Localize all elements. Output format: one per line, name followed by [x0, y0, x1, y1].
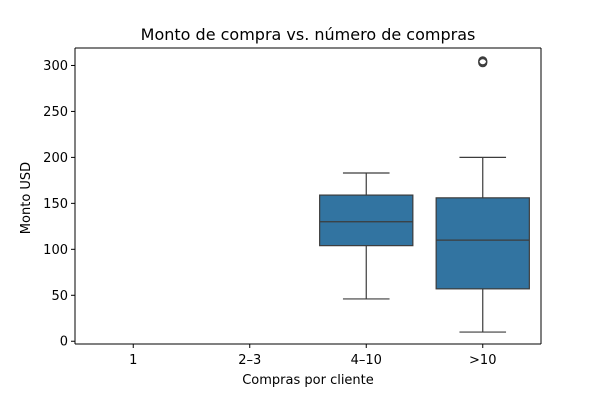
y-tick-label: 250 [43, 105, 68, 120]
y-tick-label: 150 [43, 197, 68, 212]
y-tick-label: 0 [60, 335, 68, 350]
chart-title: Monto de compra vs. número de compras [141, 25, 476, 44]
y-tick-label: 300 [43, 59, 68, 74]
y-tick-label: 200 [43, 151, 68, 166]
outlier-point [478, 56, 488, 66]
x-tick-label: 4–10 [351, 353, 382, 368]
x-tick-label: >10 [469, 353, 496, 368]
box-iqr [319, 194, 414, 247]
plot-area: 0 50 100 150 200 250 300 1 2–3 4–10 >10 [43, 47, 542, 368]
y-tick-label: 50 [51, 289, 68, 304]
y-axis-label: Monto USD [19, 162, 34, 234]
box-iqr [435, 197, 530, 290]
x-tick-label: 2–3 [238, 353, 261, 368]
x-axis-label: Compras por cliente [242, 373, 374, 388]
x-tick-label: 1 [129, 353, 137, 368]
y-tick-label: 100 [43, 243, 68, 258]
